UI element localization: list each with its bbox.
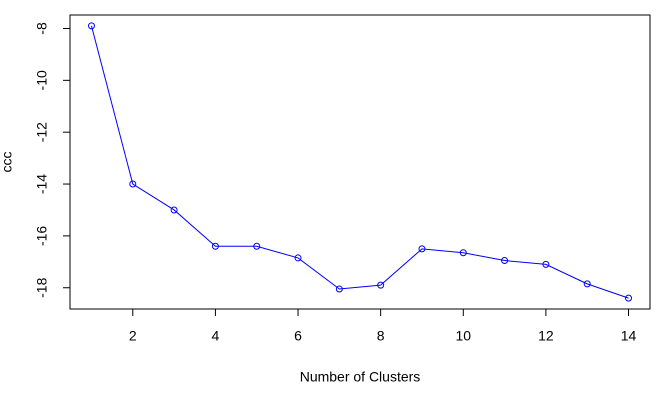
point: [211, 242, 219, 250]
point: [129, 180, 137, 188]
point: [335, 285, 343, 293]
point: [294, 254, 302, 262]
y-tick-label: -14: [34, 174, 50, 194]
plot-box: [69, 14, 651, 310]
y-tick-label: -8: [34, 22, 50, 35]
x-tick-label: 12: [538, 328, 554, 344]
y-tick-label: -12: [34, 122, 50, 142]
x-tick-label: 4: [212, 328, 220, 344]
x-tick-label: 8: [377, 328, 385, 344]
y-tick-label: -10: [34, 70, 50, 90]
point: [542, 260, 550, 268]
point: [418, 245, 426, 253]
point: [253, 242, 261, 250]
point: [459, 249, 467, 257]
point: [377, 281, 385, 289]
point: [583, 280, 591, 288]
x-axis-label: Number of Clusters: [300, 369, 421, 385]
point: [170, 206, 178, 214]
point: [625, 294, 633, 302]
x-tick-label: 10: [455, 328, 471, 344]
y-tick-label: -18: [34, 277, 50, 297]
point: [501, 257, 509, 265]
point: [87, 22, 95, 30]
x-tick-label: 2: [129, 328, 137, 344]
x-tick-label: 14: [621, 328, 637, 344]
y-axis-label: ccc: [0, 152, 15, 173]
y-tick-label: -16: [34, 226, 50, 246]
x-tick-label: 6: [294, 328, 302, 344]
line: [90, 25, 629, 299]
